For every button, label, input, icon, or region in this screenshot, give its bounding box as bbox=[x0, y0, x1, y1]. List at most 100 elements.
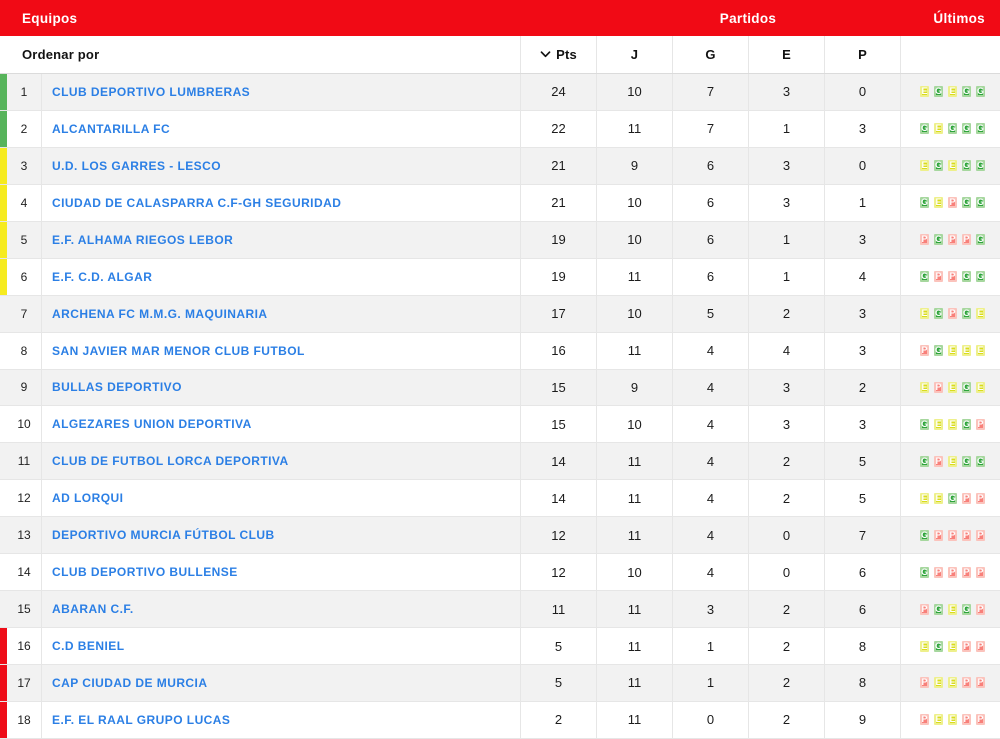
column-header-g[interactable]: G bbox=[672, 36, 748, 73]
stat-e: 3 bbox=[748, 184, 824, 221]
team-link[interactable]: SAN JAVIER MAR MENOR CLUB FUTBOL bbox=[52, 343, 305, 358]
zone-indicator bbox=[0, 628, 7, 664]
zone-indicator bbox=[0, 184, 7, 221]
form-badge-e: E bbox=[948, 603, 957, 615]
column-header-p-label: P bbox=[858, 47, 867, 62]
stat-pts: 17 bbox=[520, 295, 596, 332]
form-badge-g: G bbox=[934, 345, 943, 357]
team-link[interactable]: CAP CIUDAD DE MURCIA bbox=[52, 675, 208, 690]
stat-g: 4 bbox=[672, 406, 748, 443]
form-badge-g: G bbox=[962, 123, 971, 135]
stat-p: 7 bbox=[824, 517, 900, 554]
stat-e: 3 bbox=[748, 369, 824, 406]
team-link[interactable]: CLUB DEPORTIVO BULLENSE bbox=[52, 565, 238, 580]
team-link[interactable]: ALCANTARILLA FC bbox=[52, 121, 171, 136]
team-cell: CAP CIUDAD DE MURCIA bbox=[42, 665, 520, 701]
stat-g: 4 bbox=[672, 332, 748, 369]
form-badge-e: E bbox=[934, 123, 943, 135]
column-header-pts[interactable]: Pts bbox=[520, 36, 596, 73]
team-cell: CIUDAD DE CALASPARRA C.F-GH SEGURIDAD bbox=[42, 185, 520, 221]
column-header-p[interactable]: P bbox=[824, 36, 900, 73]
form-badge-e: E bbox=[948, 714, 957, 726]
stat-pts: 5 bbox=[520, 665, 596, 701]
stat-p: 6 bbox=[824, 554, 900, 591]
zone-indicator bbox=[0, 665, 7, 701]
team-link[interactable]: DEPORTIVO MURCIA FÚTBOL CLUB bbox=[52, 528, 275, 543]
form-badge-g: G bbox=[962, 86, 971, 98]
table-row: 11 CLUB DE FUTBOL LORCA DEPORTIVA 14 11 … bbox=[0, 443, 1000, 481]
position-number: 3 bbox=[7, 147, 42, 184]
team-link[interactable]: E.F. ALHAMA RIEGOS LEBOR bbox=[52, 232, 234, 247]
header-ultimos: Últimos bbox=[933, 10, 985, 26]
form-badge-p: P bbox=[934, 455, 943, 467]
team-link[interactable]: U.D. LOS GARRES - LESCO bbox=[52, 158, 222, 173]
team-link[interactable]: E.F. C.D. ALGAR bbox=[52, 269, 153, 284]
team-link[interactable]: ALGEZARES UNION DEPORTIVA bbox=[52, 417, 252, 432]
team-cell: ALGEZARES UNION DEPORTIVA bbox=[42, 406, 520, 442]
team-link[interactable]: CLUB DE FUTBOL LORCA DEPORTIVA bbox=[52, 454, 289, 469]
team-cell: E.F. ALHAMA RIEGOS LEBOR bbox=[42, 222, 520, 258]
table-row: 5 E.F. ALHAMA RIEGOS LEBOR 19 10 6 1 3 P… bbox=[0, 221, 1000, 259]
form-badge-e: E bbox=[934, 418, 943, 430]
stat-g: 7 bbox=[672, 110, 748, 147]
stat-j: 11 bbox=[596, 258, 672, 295]
table-header-bar: Equipos Partidos Últimos bbox=[0, 0, 1000, 36]
column-header-e[interactable]: E bbox=[748, 36, 824, 73]
form-badge-g: G bbox=[962, 381, 971, 393]
stat-p: 0 bbox=[824, 74, 900, 110]
form-badge-g: G bbox=[934, 640, 943, 652]
form-badge-e: E bbox=[948, 86, 957, 98]
form-badge-p: P bbox=[920, 234, 929, 246]
stat-e: 2 bbox=[748, 480, 824, 517]
stat-pts: 2 bbox=[520, 701, 596, 738]
team-link[interactable]: C.D BENIEL bbox=[52, 639, 125, 654]
stat-p: 9 bbox=[824, 701, 900, 738]
form-badge-e: E bbox=[962, 345, 971, 357]
form-badge-p: P bbox=[920, 714, 929, 726]
form-badge-g: G bbox=[920, 123, 929, 135]
team-cell: SAN JAVIER MAR MENOR CLUB FUTBOL bbox=[42, 333, 520, 369]
stat-pts: 16 bbox=[520, 332, 596, 369]
stat-j: 9 bbox=[596, 369, 672, 406]
team-link[interactable]: E.F. EL RAAL GRUPO LUCAS bbox=[52, 712, 231, 727]
team-link[interactable]: ABARAN C.F. bbox=[52, 602, 134, 617]
table-row: 18 E.F. EL RAAL GRUPO LUCAS 2 11 0 2 9 P… bbox=[0, 701, 1000, 739]
zone-indicator bbox=[0, 74, 7, 110]
stat-e: 1 bbox=[748, 221, 824, 258]
zone-indicator bbox=[0, 110, 7, 147]
position-number: 12 bbox=[7, 480, 42, 517]
stat-j: 10 bbox=[596, 406, 672, 443]
form-badge-p: P bbox=[962, 640, 971, 652]
team-link[interactable]: CLUB DEPORTIVO LUMBRERAS bbox=[52, 84, 251, 99]
team-link[interactable]: CIUDAD DE CALASPARRA C.F-GH SEGURIDAD bbox=[52, 195, 342, 210]
column-header-j[interactable]: J bbox=[596, 36, 672, 73]
team-link[interactable]: AD LORQUI bbox=[52, 491, 124, 506]
position-number: 15 bbox=[7, 591, 42, 628]
team-link[interactable]: ARCHENA FC M.M.G. MAQUINARIA bbox=[52, 306, 268, 321]
team-link[interactable]: BULLAS DEPORTIVO bbox=[52, 380, 182, 395]
stat-j: 11 bbox=[596, 110, 672, 147]
form-badge-g: G bbox=[976, 271, 985, 283]
form-badge-e: E bbox=[948, 381, 957, 393]
form-badge-g: G bbox=[976, 234, 985, 246]
form-badge-e: E bbox=[934, 492, 943, 504]
stat-j: 11 bbox=[596, 332, 672, 369]
stat-e: 0 bbox=[748, 554, 824, 591]
form-badge-p: P bbox=[962, 677, 971, 689]
zone-indicator bbox=[0, 554, 7, 590]
team-cell: CLUB DEPORTIVO LUMBRERAS bbox=[42, 74, 520, 110]
form-badge-p: P bbox=[948, 271, 957, 283]
form-badge-p: P bbox=[976, 566, 985, 578]
form-badge-g: G bbox=[962, 455, 971, 467]
form-badge-p: P bbox=[934, 271, 943, 283]
stat-p: 5 bbox=[824, 443, 900, 480]
form-badge-p: P bbox=[976, 603, 985, 615]
form-badge-e: E bbox=[920, 492, 929, 504]
